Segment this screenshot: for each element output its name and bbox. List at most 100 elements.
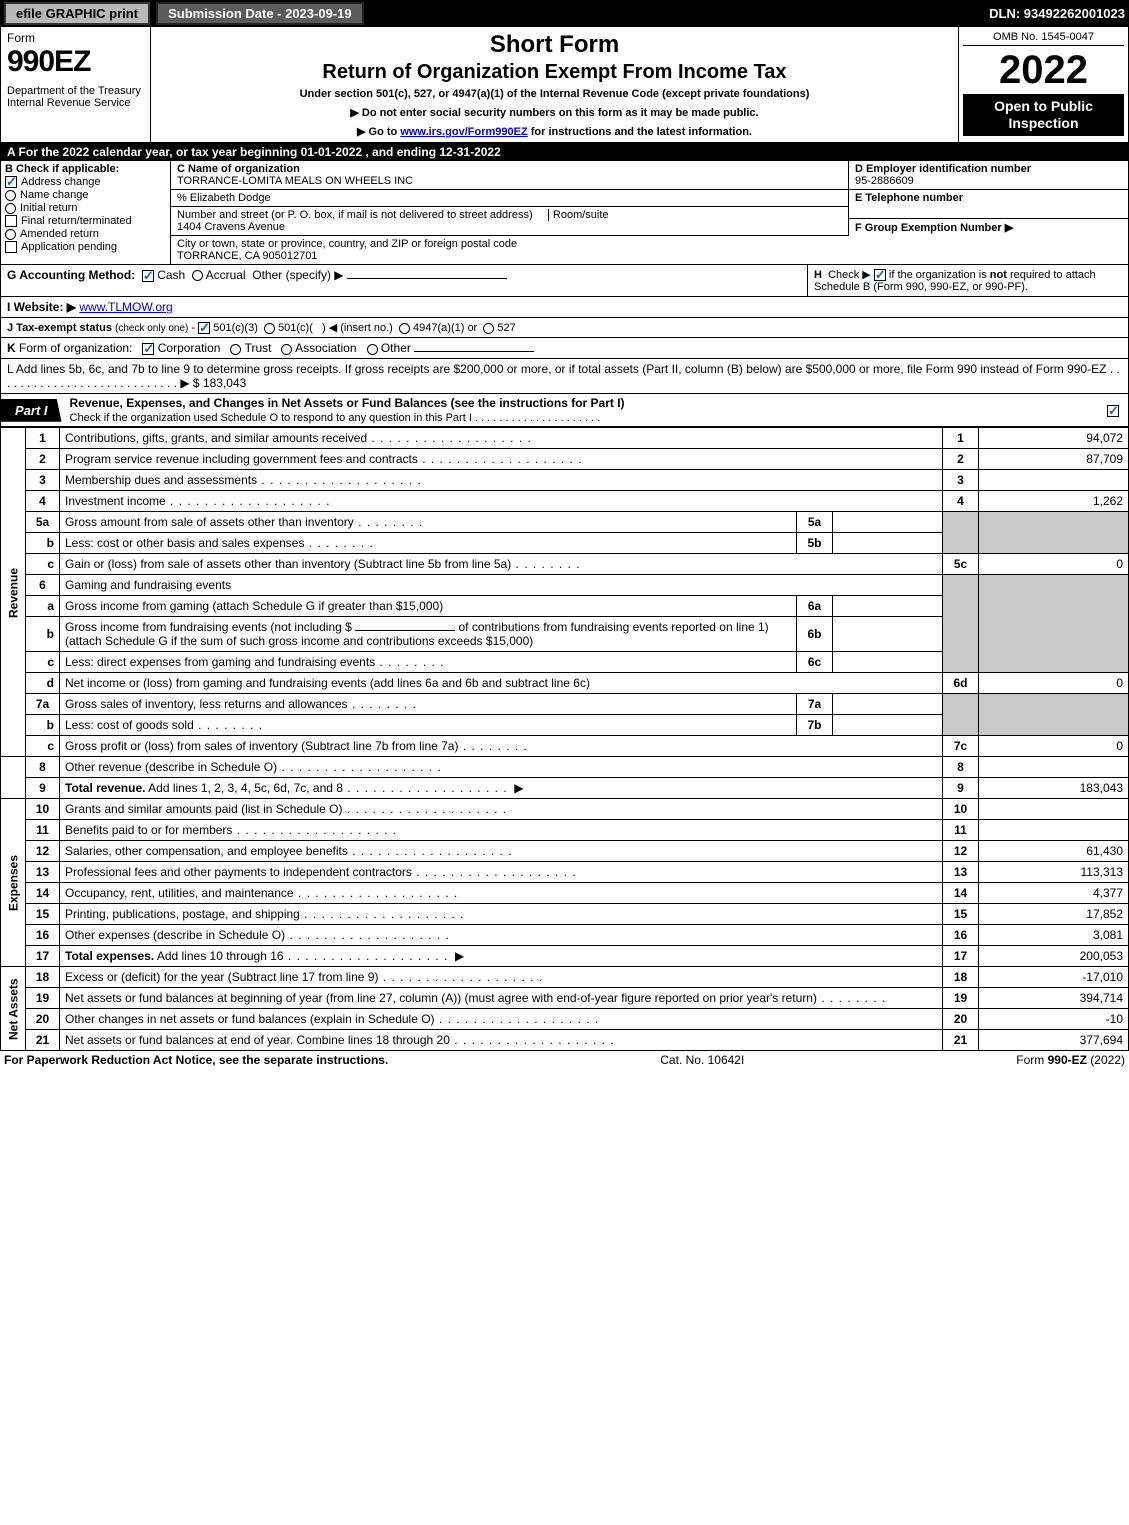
527-checkbox[interactable] [483,323,494,334]
line-6a-desc: Gross income from gaming (attach Schedul… [60,596,797,617]
amended-return-label: Amended return [20,228,99,240]
line-6a-num: a [26,596,60,617]
line-13-num: 13 [26,862,60,883]
line-6d-desc: Net income or (loss) from gaming and fun… [60,673,943,694]
address-change-checkbox[interactable] [5,176,17,188]
line-6b-mininum: 6b [797,617,833,652]
line-4-value: 1,262 [979,491,1129,512]
form-number: 990EZ [7,45,144,79]
final-return-label: Final return/terminated [21,215,132,227]
line-5b-mininum: 5b [797,533,833,554]
line-7b-num: b [26,715,60,736]
line-8-num: 8 [26,757,60,778]
line-5a-num: 5a [26,512,60,533]
4947a1-checkbox[interactable] [399,323,410,334]
line-21-value: 377,694 [979,1030,1129,1051]
street-address: 1404 Cravens Avenue [177,221,285,233]
line-19-colnum: 19 [943,988,979,1009]
line-10-colnum: 10 [943,799,979,820]
line-6-num: 6 [26,575,60,596]
care-of: % Elizabeth Dodge [171,190,848,207]
name-change-checkbox[interactable] [5,190,16,201]
tax-year: 2022 [963,50,1124,90]
city-state-zip: TORRANCE, CA 905012701 [177,250,317,262]
page-footer: For Paperwork Reduction Act Notice, see … [0,1051,1129,1069]
line-12-desc: Salaries, other compensation, and employ… [65,844,513,858]
part-1-title: Revenue, Expenses, and Changes in Net As… [70,396,625,410]
initial-return-checkbox[interactable] [5,203,16,214]
line-14-colnum: 14 [943,883,979,904]
accounting-method-row: G Accounting Method: Cash Accrual Other … [0,265,1129,297]
line-4-colnum: 4 [943,491,979,512]
line-11-num: 11 [26,820,60,841]
501c3-checkbox[interactable] [198,322,210,334]
line-10-num: 10 [26,799,60,820]
form-of-organization-row: K Form of organization: Corporation Trus… [0,338,1129,359]
website-label: I Website: ▶ [7,300,76,314]
line-15-num: 15 [26,904,60,925]
street-label: Number and street (or P. O. box, if mail… [177,209,533,221]
line-5a-desc: Gross amount from sale of assets other t… [65,515,423,529]
line-5b-desc: Less: cost or other basis and sales expe… [65,536,374,550]
corporation-checkbox[interactable] [142,343,154,355]
ein-label: D Employer identification number [855,163,1031,175]
cash-checkbox[interactable] [142,270,154,282]
line-5c-colnum: 5c [943,554,979,575]
trust-checkbox[interactable] [230,344,241,355]
col-b-header: B Check if applicable: [5,163,166,175]
other-specify-label: Other (specify) ▶ [252,268,343,282]
line-21-num: 21 [26,1030,60,1051]
line-18-value: -17,010 [979,967,1129,988]
line-19-num: 19 [26,988,60,1009]
schedule-b-checkbox[interactable] [874,269,886,281]
line-17-value: 200,053 [979,946,1129,967]
gross-receipts-row: L Add lines 5b, 6c, and 7b to line 9 to … [0,359,1129,394]
line-7b-minival [833,715,943,736]
line-6a-minival [833,596,943,617]
amended-return-checkbox[interactable] [5,229,16,240]
line-6b-num: b [26,617,60,652]
line-l-text: L Add lines 5b, 6c, and 7b to line 9 to … [7,362,1120,390]
line-7c-num: c [26,736,60,757]
open-to-public: Open to Public Inspection [963,94,1124,136]
line-4-desc: Investment income [65,494,330,508]
line-14-desc: Occupancy, rent, utilities, and maintena… [65,886,458,900]
line-6c-mininum: 6c [797,652,833,673]
column-de: D Employer identification number 95-2886… [848,161,1128,264]
efile-print-button[interactable]: efile GRAPHIC print [4,2,150,25]
line-7a-num: 7a [26,694,60,715]
line-18-desc: Excess or (deficit) for the year (Subtra… [65,970,543,984]
line-10-value [979,799,1129,820]
line-13-desc: Professional fees and other payments to … [65,865,577,879]
goto-link[interactable]: ▶ Go to ▶ Go to www.irs.gov/Form990EZ fo… [159,125,950,138]
line-21-desc: Net assets or fund balances at end of ye… [65,1033,615,1047]
line-15-colnum: 15 [943,904,979,925]
501c-checkbox[interactable] [264,323,275,334]
line-14-num: 14 [26,883,60,904]
omb-number: OMB No. 1545-0047 [963,31,1124,46]
section-a-period: A For the 2022 calendar year, or tax yea… [0,143,1129,161]
submission-date-badge: Submission Date - 2023-09-19 [156,2,364,25]
line-10-desc: Grants and similar amounts paid (list in… [65,802,507,816]
line-5b-num: b [26,533,60,554]
form-word: Form [7,31,144,45]
association-checkbox[interactable] [281,344,292,355]
website-link[interactable]: www.TLMOW.org [79,300,172,314]
line-16-colnum: 16 [943,925,979,946]
accrual-checkbox[interactable] [192,270,203,281]
line-3-colnum: 3 [943,470,979,491]
group-exemption-label: F Group Exemption Number ▶ [855,222,1013,234]
schedule-o-checkbox[interactable] [1107,405,1119,417]
expenses-side-label: Expenses [1,799,26,967]
line-13-colnum: 13 [943,862,979,883]
other-org-checkbox[interactable] [367,344,378,355]
application-pending-checkbox[interactable] [5,241,17,253]
final-return-checkbox[interactable] [5,215,17,227]
line-8-value [979,757,1129,778]
short-form-title: Short Form [159,31,950,59]
telephone-label: E Telephone number [855,192,963,204]
return-title: Return of Organization Exempt From Incom… [159,61,950,84]
line-6c-desc: Less: direct expenses from gaming and fu… [65,655,445,669]
column-b-checks: B Check if applicable: Address change Na… [1,161,171,264]
line-13-value: 113,313 [979,862,1129,883]
